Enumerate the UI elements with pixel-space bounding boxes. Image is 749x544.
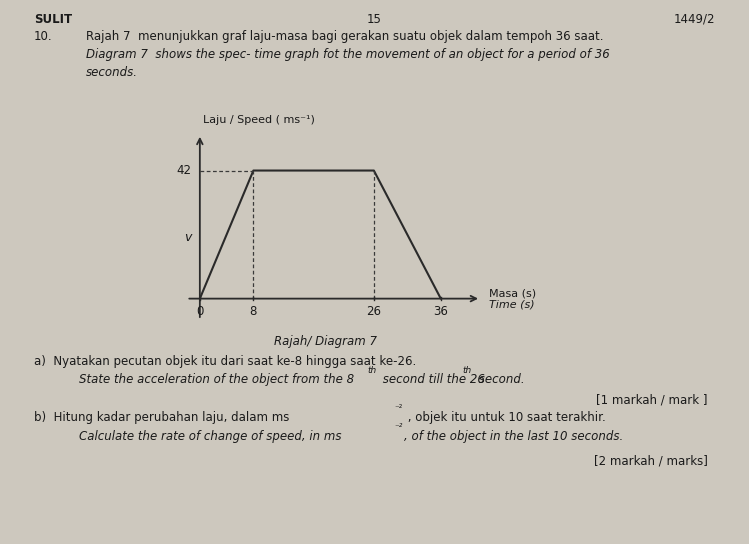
Text: Laju / Speed ( ms⁻¹): Laju / Speed ( ms⁻¹) (203, 115, 315, 125)
Text: ⁻²: ⁻² (395, 423, 403, 432)
Text: 42: 42 (177, 164, 192, 177)
Text: b)  Hitung kadar perubahan laju, dalam ms: b) Hitung kadar perubahan laju, dalam ms (34, 411, 289, 424)
Text: , objek itu untuk 10 saat terakhir.: , objek itu untuk 10 saat terakhir. (404, 411, 606, 424)
Text: v: v (184, 231, 192, 244)
Text: 36: 36 (434, 305, 448, 318)
Text: Diagram 7  shows the spec- time graph fot the movement of an object for a period: Diagram 7 shows the spec- time graph fot… (86, 48, 610, 61)
Text: 10.: 10. (34, 30, 52, 43)
Text: 26: 26 (366, 305, 381, 318)
Text: State the acceleration of the object from the 8: State the acceleration of the object fro… (79, 373, 354, 386)
Text: 8: 8 (249, 305, 257, 318)
Text: a)  Nyatakan pecutan objek itu dari saat ke-8 hingga saat ke-26.: a) Nyatakan pecutan objek itu dari saat … (34, 355, 416, 368)
Text: 0: 0 (196, 305, 204, 318)
Text: [1 markah / mark ]: [1 markah / mark ] (596, 393, 708, 406)
Text: 1449/2: 1449/2 (674, 13, 715, 26)
Text: th: th (367, 366, 376, 375)
Text: Rajah 7  menunjukkan graf laju-masa bagi gerakan suatu objek dalam tempoh 36 saa: Rajah 7 menunjukkan graf laju-masa bagi … (86, 30, 604, 43)
Text: seconds.: seconds. (86, 66, 138, 79)
Text: ⁻²: ⁻² (395, 404, 403, 413)
Text: Calculate the rate of change of speed, in ms: Calculate the rate of change of speed, i… (79, 430, 341, 443)
Text: Masa (s): Masa (s) (489, 288, 536, 298)
Text: th: th (463, 366, 472, 375)
Text: , of the object in the last 10 seconds.: , of the object in the last 10 seconds. (404, 430, 624, 443)
Text: 15: 15 (367, 13, 382, 26)
Text: Rajah/ Diagram 7: Rajah/ Diagram 7 (274, 335, 377, 348)
Text: second.: second. (475, 373, 524, 386)
Text: Time (s): Time (s) (489, 299, 535, 309)
Text: SULIT: SULIT (34, 13, 72, 26)
Text: second till the 26: second till the 26 (379, 373, 485, 386)
Text: [2 markah / marks]: [2 markah / marks] (594, 454, 708, 467)
